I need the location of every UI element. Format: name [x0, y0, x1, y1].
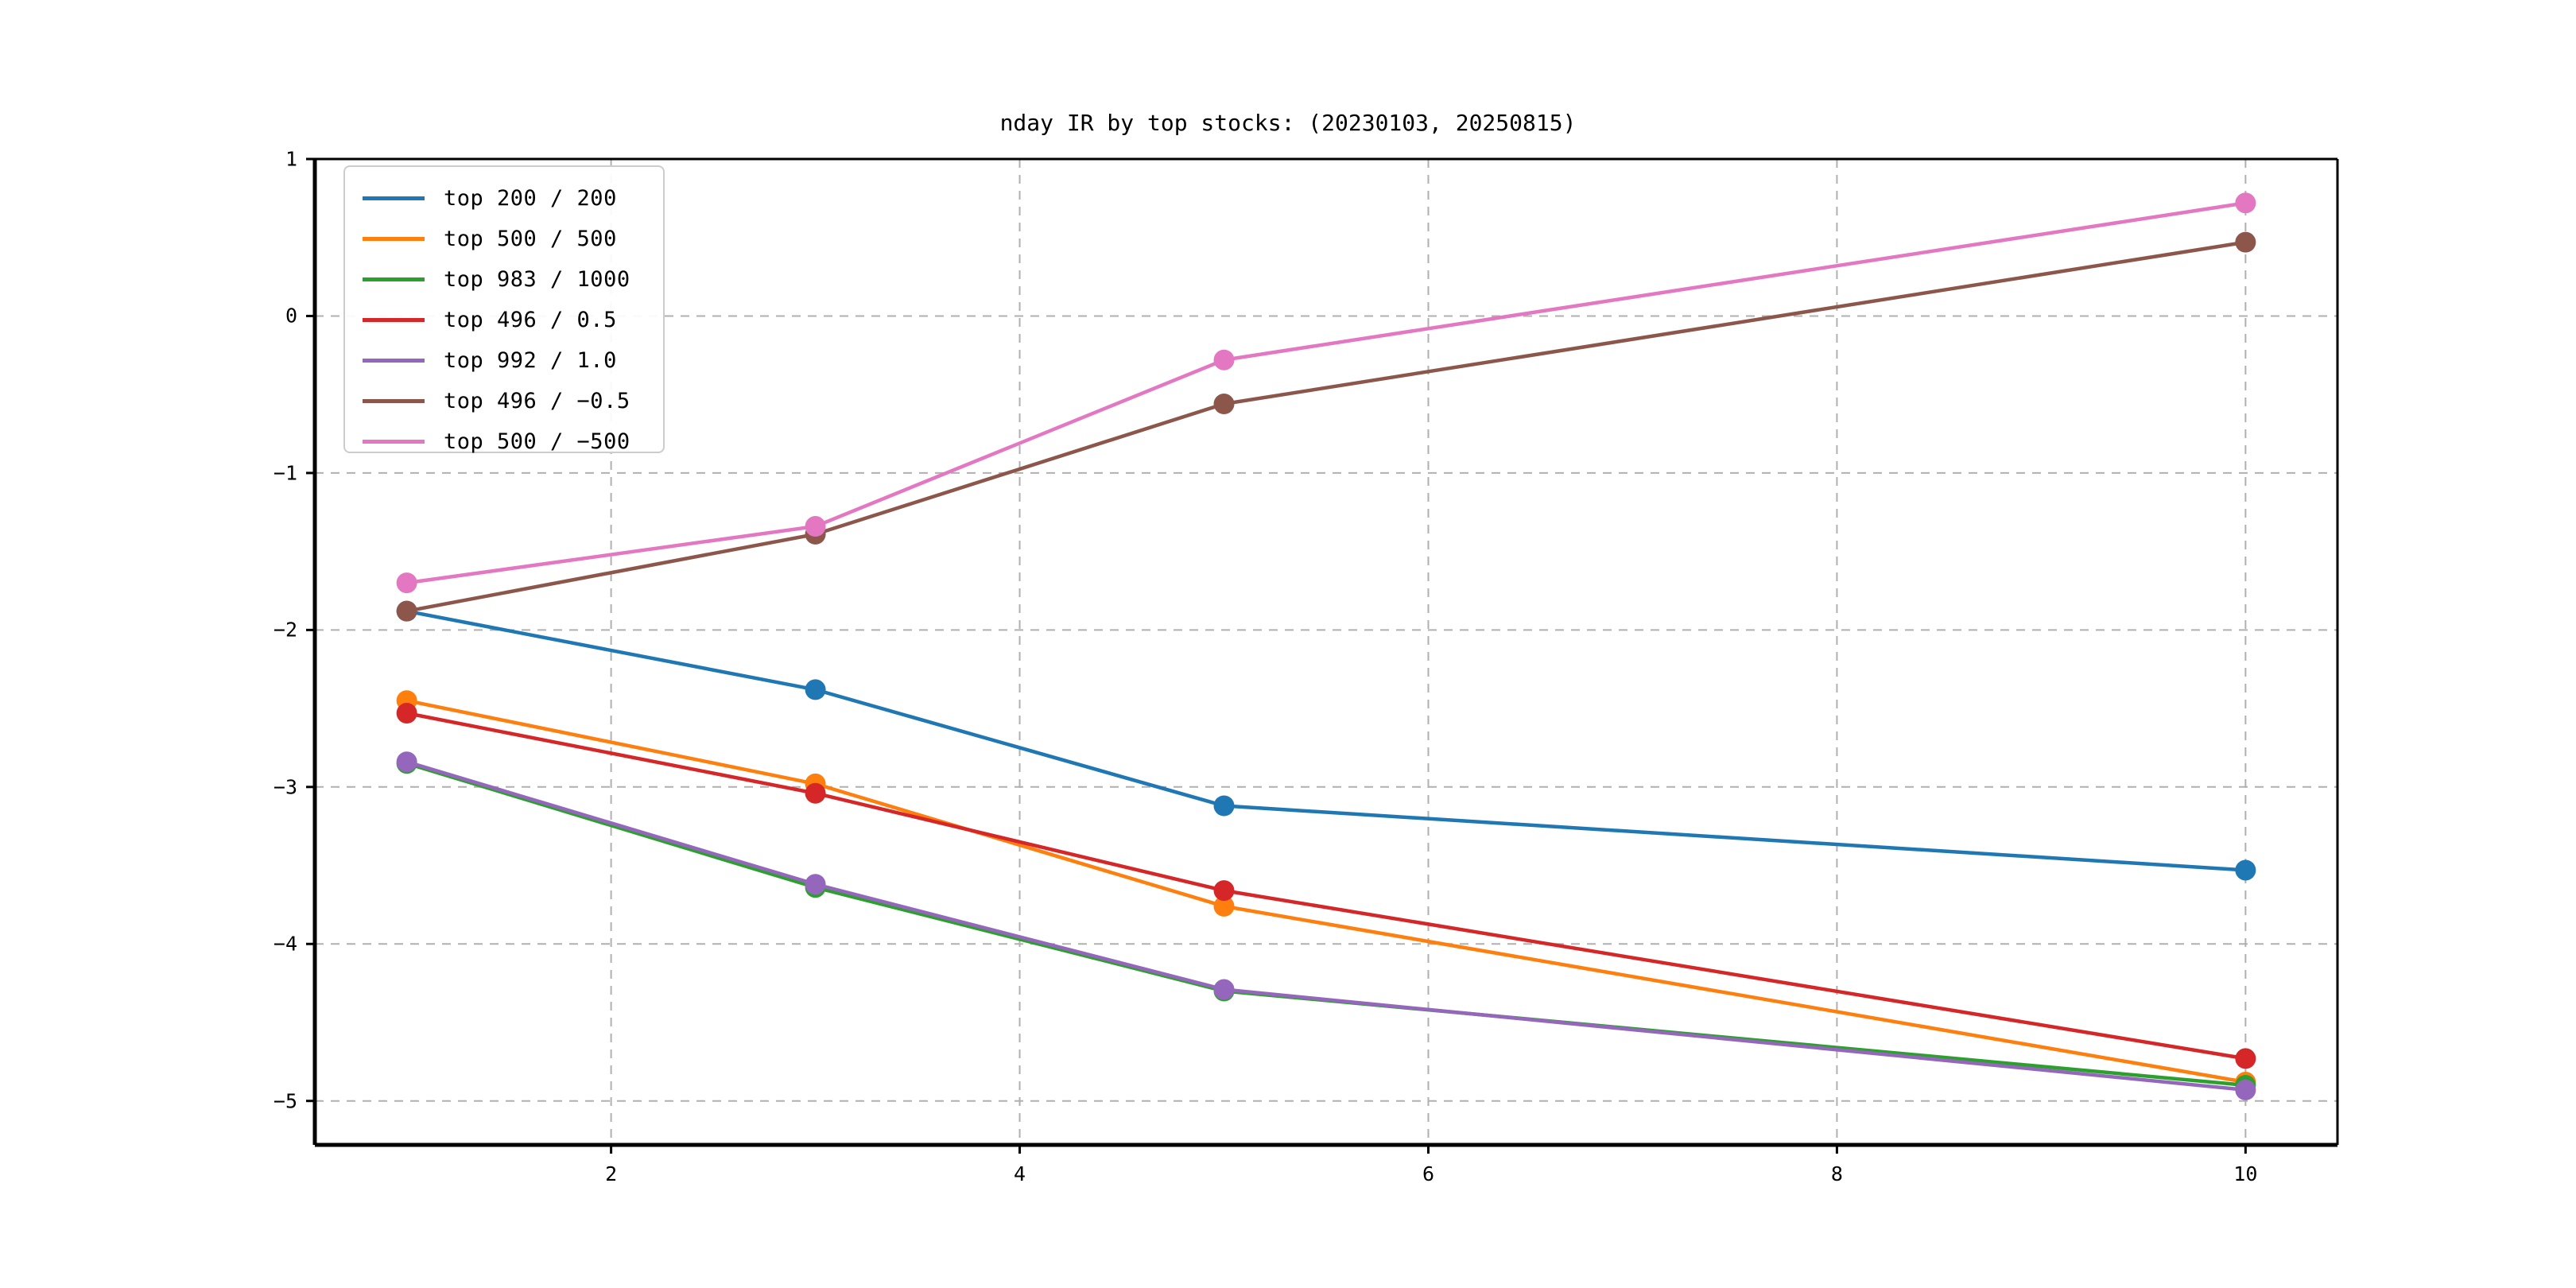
- data-point-marker[interactable]: [2235, 231, 2256, 253]
- axis-ticks: [306, 157, 2247, 1154]
- chart-legend[interactable]: top 200 / 200 top 500 / 500 top 983 / 1000…: [343, 165, 665, 454]
- y-axis-tick-label: −3: [273, 775, 297, 799]
- x-axis-tick-label: 4: [1014, 1162, 1026, 1185]
- x-axis-tick-label: 8: [1830, 1162, 1843, 1185]
- legend-color-swatch: [363, 277, 425, 281]
- series-line[interactable]: [405, 240, 2248, 613]
- legend-entry[interactable]: top 992 / 1.0: [345, 340, 663, 381]
- legend-color-swatch: [363, 440, 425, 444]
- data-point-marker[interactable]: [2235, 859, 2256, 881]
- y-axis-tick-label: −5: [273, 1089, 297, 1113]
- y-axis-tick-label: −2: [273, 618, 297, 642]
- legend-label: top 496 / −0.5: [444, 389, 630, 413]
- legend-entry[interactable]: top 496 / −0.5: [345, 381, 663, 421]
- data-point-marker[interactable]: [805, 516, 826, 537]
- y-axis-tick-label: 1: [285, 147, 297, 171]
- data-point-marker[interactable]: [2235, 1079, 2256, 1100]
- y-axis-tick-label: 0: [285, 304, 297, 328]
- x-axis-tick-label: 10: [2233, 1162, 2258, 1185]
- series-line[interactable]: [405, 711, 2248, 1061]
- legend-color-swatch: [363, 237, 425, 241]
- chart-title: nday IR by top stocks: (20230103, 202508…: [999, 110, 1577, 136]
- legend-color-swatch: [363, 318, 425, 322]
- x-axis-tick-label: 6: [1422, 1162, 1435, 1185]
- legend-color-swatch: [363, 399, 425, 403]
- legend-label: top 200 / 200: [444, 186, 617, 211]
- legend-entry[interactable]: top 500 / 500: [345, 219, 663, 259]
- data-point-marker[interactable]: [805, 679, 826, 700]
- data-series-layer: [396, 192, 2256, 1100]
- series-line[interactable]: [405, 609, 2248, 872]
- legend-color-swatch: [363, 196, 425, 200]
- legend-entry[interactable]: top 983 / 1000: [345, 259, 663, 300]
- x-axis-tick-label: 2: [605, 1162, 618, 1185]
- data-point-marker[interactable]: [396, 572, 417, 594]
- data-point-marker[interactable]: [2235, 192, 2256, 214]
- data-point-marker[interactable]: [1213, 394, 1235, 415]
- legend-color-swatch: [363, 359, 425, 363]
- series-line[interactable]: [405, 201, 2248, 585]
- y-axis-tick-label: −4: [273, 932, 297, 956]
- data-point-marker[interactable]: [2235, 1048, 2256, 1069]
- legend-label: top 496 / 0.5: [444, 308, 617, 332]
- y-axis-tick-label: −1: [273, 461, 297, 485]
- legend-label: top 500 / 500: [444, 227, 617, 251]
- data-point-marker[interactable]: [1213, 895, 1235, 917]
- legend-entry[interactable]: top 200 / 200: [345, 178, 663, 219]
- data-point-marker[interactable]: [396, 751, 417, 773]
- data-point-marker[interactable]: [396, 703, 417, 724]
- legend-label: top 500 / −500: [444, 429, 630, 454]
- series-line[interactable]: [405, 759, 2248, 1092]
- data-point-marker[interactable]: [1213, 795, 1235, 817]
- data-point-marker[interactable]: [1213, 880, 1235, 902]
- legend-label: top 983 / 1000: [444, 267, 630, 292]
- data-point-marker[interactable]: [1213, 349, 1235, 370]
- legend-entry[interactable]: top 496 / 0.5: [345, 300, 663, 340]
- axis-spines: [312, 157, 2339, 1147]
- series-line[interactable]: [405, 698, 2248, 1084]
- legend-label: top 992 / 1.0: [444, 348, 617, 373]
- legend-entry[interactable]: top 500 / −500: [345, 421, 663, 462]
- data-point-marker[interactable]: [1213, 979, 1235, 1000]
- data-point-marker[interactable]: [805, 874, 826, 895]
- data-point-marker[interactable]: [396, 600, 417, 622]
- data-point-marker[interactable]: [805, 782, 826, 804]
